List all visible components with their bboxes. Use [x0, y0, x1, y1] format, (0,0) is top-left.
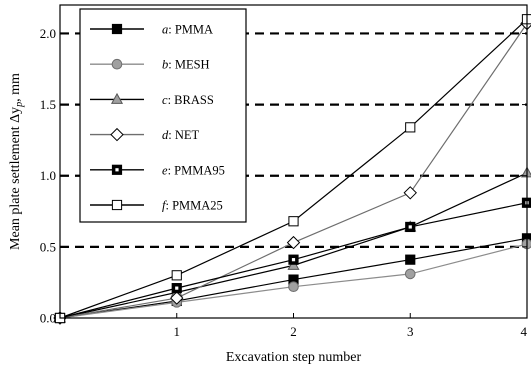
x-axis-label: Excavation step number	[226, 350, 362, 365]
legend-item-d: d: NET	[90, 127, 200, 142]
marker-d-2	[286, 235, 301, 250]
legend-name: : PMMA	[168, 23, 213, 37]
marker-b-3	[404, 268, 416, 280]
legend-label: d: NET	[162, 128, 200, 142]
legend-key: e	[162, 163, 168, 177]
marker-d-1	[170, 291, 184, 305]
y-axis-label-subscript: p	[14, 102, 25, 108]
y-axis-label-unit: , mm	[8, 73, 23, 102]
x-tick-label: 3	[407, 324, 414, 339]
marker-a-3	[405, 254, 416, 265]
x-tick-label: 4	[521, 324, 528, 339]
legend-name: : PMMA25	[165, 199, 222, 213]
y-tick-label: 2.0	[40, 26, 56, 41]
y-tick-label: 1.0	[40, 168, 56, 183]
legend-label: f: PMMA25	[162, 199, 223, 213]
marker-f-1	[171, 270, 182, 281]
legend-item-a: a: PMMA	[90, 23, 213, 37]
legend-name: : PMMA95	[168, 163, 225, 177]
y-axis-label: Mean plate settlement Δyp, mm	[8, 73, 25, 250]
marker-f-3	[405, 122, 416, 133]
legend-marker	[111, 164, 123, 175]
legend-marker	[111, 199, 123, 211]
legend-key: b	[162, 58, 168, 72]
legend-key: a	[162, 23, 168, 37]
x-tick-label: 2	[290, 324, 297, 339]
y-tick-label: 0.0	[40, 311, 56, 326]
legend-label: e: PMMA95	[162, 163, 225, 177]
legend-item-e: e: PMMA95	[90, 163, 225, 177]
legend-label: a: PMMA	[162, 23, 213, 37]
legend-label: c: BRASS	[162, 93, 214, 107]
legend-item-f: f: PMMA25	[90, 199, 223, 213]
legend-marker	[110, 127, 124, 142]
legend-key: f	[162, 199, 167, 213]
legend-key: d	[162, 128, 169, 142]
legend-marker	[111, 58, 123, 70]
marker-f-2	[288, 216, 299, 227]
legend-box	[79, 8, 247, 223]
marker-b-2	[288, 281, 299, 293]
legend-key: c	[162, 93, 168, 107]
legend-marker	[110, 92, 124, 104]
x-tick-label: 1	[174, 324, 181, 339]
y-tick-label: 1.5	[40, 97, 56, 112]
legend-name: : MESH	[168, 58, 209, 72]
y-tick-label: 0.5	[40, 239, 56, 254]
marker-e-2	[288, 254, 299, 265]
legend-item-c: c: BRASS	[90, 92, 214, 107]
marker-d-3	[403, 186, 417, 200]
legend-name: : BRASS	[168, 93, 214, 107]
marker-e-1	[171, 283, 182, 294]
legend-item-b: b: MESH	[90, 58, 210, 72]
legend-marker	[111, 23, 123, 35]
legend-label: b: MESH	[162, 58, 210, 72]
axis-ticks: 0.0 0.5 1.0 1.5 2.0 1 2 3 4	[40, 26, 528, 339]
y-axis-label-main: Mean plate settlement Δy	[8, 107, 23, 250]
marker-e-3	[405, 221, 416, 233]
legend-name: : NET	[168, 128, 199, 142]
